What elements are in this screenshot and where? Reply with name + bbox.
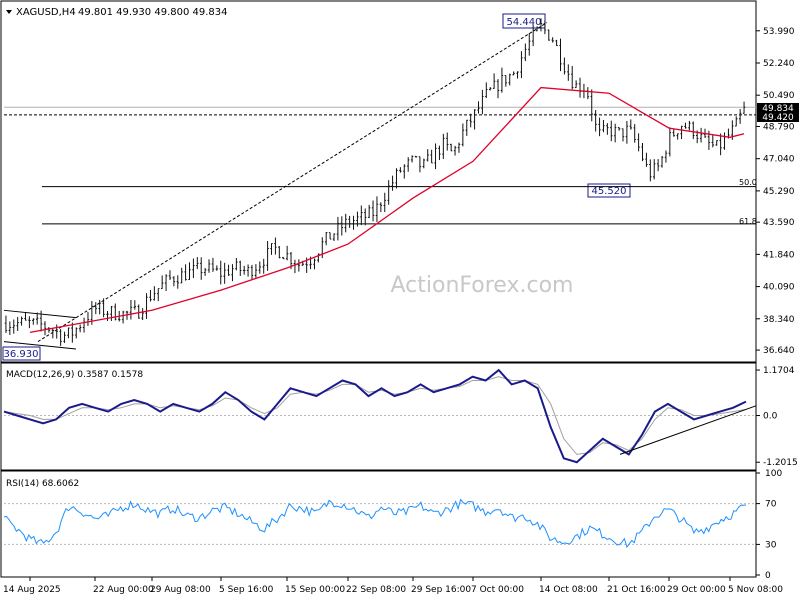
price-y-tick-label: 40.090 bbox=[763, 283, 795, 293]
x-tick-label: 29 Sep 16:00 bbox=[411, 585, 471, 595]
low-annotation-box bbox=[587, 183, 631, 198]
x-tick-label: 15 Sep 00:00 bbox=[285, 585, 345, 595]
price-plot bbox=[3, 18, 756, 350]
high-annotation-label: 54.440 bbox=[507, 17, 542, 28]
fib-50-label: 50.0 bbox=[739, 178, 757, 187]
x-tick-label: 5 Sep 16:00 bbox=[219, 585, 274, 595]
price-y-tick-label: 38.340 bbox=[763, 315, 795, 325]
x-tick-label: 14 Aug 2025 bbox=[3, 585, 61, 595]
price-y-tick-label: 36.640 bbox=[763, 346, 795, 356]
rsi-title: RSI(14) 68.6062 bbox=[6, 479, 79, 489]
level-price-tag-text: 49.420 bbox=[762, 113, 794, 123]
start-channel-upper-line bbox=[3, 309, 77, 319]
start-channel-lower-line bbox=[3, 341, 77, 350]
rsi-y-tick-label: 0 bbox=[765, 571, 771, 581]
x-tick-label: 14 Oct 08:00 bbox=[539, 585, 598, 595]
x-tick-label: 5 Nov 08:00 bbox=[728, 585, 783, 595]
ohlc-values: 49.801 49.930 49.800 49.834 bbox=[78, 7, 228, 18]
macd-line bbox=[3, 368, 747, 464]
start-annotation-box bbox=[2, 346, 41, 361]
price-y-tick-label: 52.240 bbox=[763, 59, 795, 69]
price-y-tick-label: 41.840 bbox=[763, 250, 795, 260]
rsi-plot bbox=[3, 498, 756, 549]
last-price-tag bbox=[757, 103, 799, 113]
macd-plot bbox=[3, 368, 757, 464]
symbol-label: XAGUSD,H4 bbox=[16, 7, 76, 18]
low-annotation-label: 45.520 bbox=[592, 186, 627, 197]
price-y-tick-label: 50.490 bbox=[763, 91, 795, 101]
y-axis-ticks: 53.990 52.240 50.490 48.790 47.040 45.290 43.5… bbox=[756, 27, 798, 581]
collapse-arrow-icon[interactable] bbox=[6, 10, 12, 14]
macd-y-tick-label: -1.2015 bbox=[763, 458, 798, 468]
price-y-tick-label: 48.790 bbox=[763, 122, 795, 132]
price-y-tick-label: 53.990 bbox=[763, 27, 795, 37]
fib-61-8-label: 61.8 bbox=[739, 217, 757, 226]
macd-y-tick-label: 0.0 bbox=[763, 412, 778, 422]
x-tick-label: 29 Aug 08:00 bbox=[150, 585, 211, 595]
price-y-tick-label: 45.290 bbox=[763, 187, 795, 197]
rsi-panel-frame[interactable] bbox=[0, 470, 757, 578]
macd-y-tick-label: 1.1704 bbox=[763, 366, 795, 376]
x-tick-label: 22 Aug 00:00 bbox=[93, 585, 154, 595]
macd-support-trendline bbox=[619, 405, 757, 455]
x-tick-label: 21 Oct 16:00 bbox=[607, 585, 666, 595]
price-panel-frame[interactable] bbox=[0, 0, 757, 363]
level-price-tag bbox=[757, 112, 799, 122]
moving-average-line bbox=[29, 86, 745, 334]
watermark-text: ActionForex.com bbox=[391, 273, 574, 298]
rsi-y-tick-label: 100 bbox=[765, 469, 782, 479]
last-price-tag-text: 49.834 bbox=[762, 104, 794, 114]
x-tick-label: 29 Oct 00:00 bbox=[667, 585, 726, 595]
x-tick-label: 7 Oct 00:00 bbox=[471, 585, 524, 595]
price-y-tick-label: 43.590 bbox=[763, 218, 795, 228]
x-tick-label: 22 Sep 08:00 bbox=[346, 585, 406, 595]
macd-title: MACD(12,26,9) 0.3587 0.1578 bbox=[6, 370, 143, 380]
rsi-y-tick-label: 30 bbox=[765, 540, 777, 550]
rsi-line bbox=[3, 498, 747, 549]
rally-trendline bbox=[37, 22, 548, 343]
rsi-y-tick-label: 70 bbox=[765, 500, 777, 510]
start-annotation-label: 36.930 bbox=[4, 349, 39, 360]
price-y-tick-label: 47.040 bbox=[763, 155, 795, 165]
